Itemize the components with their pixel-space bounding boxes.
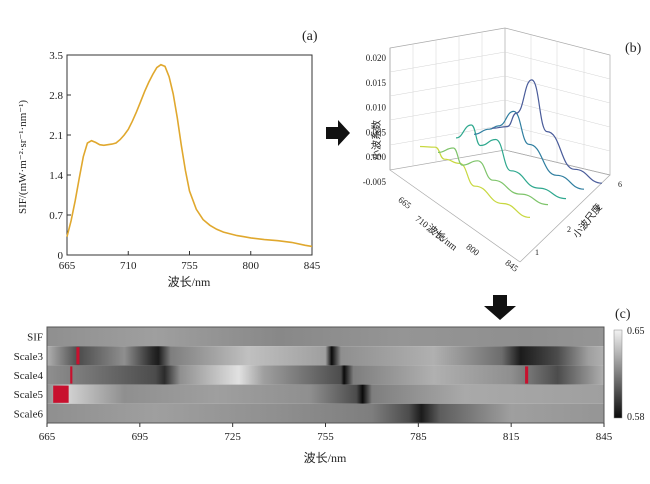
heatmap-row — [47, 327, 604, 347]
b-series-line — [455, 124, 567, 200]
heatmap-row-label: Scale6 — [14, 408, 44, 420]
a-xtick-label: 845 — [304, 260, 321, 272]
c-xtick-label: 695 — [132, 431, 149, 443]
b-ztick-label: -0.005 — [363, 177, 387, 187]
heatmap-row — [47, 403, 604, 423]
a-xtick-label: 755 — [181, 260, 198, 272]
a-xtick-label: 710 — [120, 260, 137, 272]
heatmap-row — [47, 365, 604, 385]
panel-a-x-axis: 665 710 755 800 845 — [59, 251, 321, 272]
panel-b-z-axis: 0.020 0.015 0.010 0.005 0.000 -0.005 — [363, 53, 387, 187]
c-xtick-label: 665 — [39, 431, 56, 443]
a-ytick-label: 0.7 — [49, 210, 63, 222]
a-xtick-label: 800 — [243, 260, 260, 272]
b-xtick-label: 845 — [503, 258, 520, 274]
arrow-down-icon — [484, 295, 516, 320]
panel-c: (c) SIF Scale3 Scale4 Scale5 Scale6 665 695 72… — [14, 307, 645, 465]
a-ytick-label: 0 — [58, 250, 64, 262]
heatmap-highlights — [53, 347, 529, 403]
panel-b-y-ticks: 1 2 4 6 — [535, 180, 622, 257]
panel-c-label: (c) — [615, 307, 631, 322]
heatmap-x-axis: 665 695 725 755 785 815 845 — [39, 423, 613, 443]
heatmap-highlight — [70, 366, 73, 384]
b-ytick: 4 — [596, 203, 600, 212]
c-xtick-label: 815 — [503, 431, 520, 443]
c-xtick-label: 785 — [410, 431, 427, 443]
arrow-right-icon — [326, 120, 350, 146]
panel-a: (a) 665 710 755 800 845 0 0.7 1.4 2.1 2.8 3.5 波长/… — [17, 29, 321, 289]
panel-a-y-label: SIF/(mW·m⁻²·sr⁻¹·nm⁻¹) — [17, 100, 29, 214]
b-ztick-label: 0.020 — [366, 53, 387, 63]
b-ztick-label: 0.000 — [366, 152, 387, 162]
colorbar-min-label: 0.58 — [627, 412, 645, 423]
c-xtick-label: 755 — [317, 431, 334, 443]
b-xtick-label: 800 — [464, 242, 481, 258]
b-ztick-label: 0.010 — [366, 103, 387, 113]
heatmap-row-label: Scale3 — [14, 351, 44, 363]
b-ytick: 6 — [618, 180, 622, 189]
panel-b-z-label: 小波系数 — [370, 120, 383, 160]
colorbar-max-label: 0.65 — [627, 326, 645, 337]
c-xtick-label: 845 — [596, 431, 613, 443]
heatmap-row — [47, 346, 604, 366]
heatmap-row — [47, 384, 604, 404]
heatmap-highlight — [53, 385, 69, 403]
b-ytick: 1 — [535, 248, 539, 257]
panel-a-plot-frame — [66, 54, 313, 256]
heatmap-highlight — [525, 366, 529, 384]
a-ytick-label: 2.1 — [49, 130, 63, 142]
panel-b-3d-box — [389, 27, 611, 263]
a-ytick-label: 3.5 — [49, 50, 63, 62]
panel-a-y-axis: 0 0.7 1.4 2.1 2.8 3.5 — [49, 50, 71, 262]
a-xtick-label: 665 — [59, 260, 76, 272]
b-ztick-label: 0.015 — [366, 78, 387, 88]
panel-b-grid — [389, 32, 611, 168]
colorbar-ramp — [613, 329, 623, 419]
heatmap-colorbar: 0.65 0.58 — [613, 326, 645, 423]
b-ytick: 2 — [567, 225, 571, 234]
panel-a-label: (a) — [302, 29, 318, 44]
panel-a-x-label: 波长/nm — [168, 275, 211, 289]
heatmap-row-label: Scale5 — [14, 389, 44, 401]
b-series-line — [419, 145, 531, 218]
heatmap-x-label: 波长/nm — [304, 451, 347, 465]
b-series-line — [491, 79, 603, 184]
sif-spectrum-line — [66, 63, 313, 248]
heatmap-row-label: Scale4 — [14, 370, 44, 382]
b-xtick-label: 665 — [396, 195, 413, 211]
heatmap-rows: SIF Scale3 Scale4 Scale5 Scale6 — [14, 327, 604, 423]
c-xtick-label: 725 — [224, 431, 241, 443]
b-ztick-label: 0.005 — [366, 127, 387, 137]
b-series-line — [473, 110, 585, 190]
a-ytick-label: 1.4 — [49, 170, 63, 182]
b-series-line — [437, 147, 549, 206]
panel-b-label: (b) — [625, 41, 642, 56]
heatmap-highlight — [76, 347, 80, 365]
a-ytick-label: 2.8 — [49, 90, 63, 102]
panel-b-series — [419, 79, 603, 218]
heatmap-row-label: SIF — [27, 332, 43, 344]
panel-b-x-label: 波长/nm — [424, 221, 460, 253]
